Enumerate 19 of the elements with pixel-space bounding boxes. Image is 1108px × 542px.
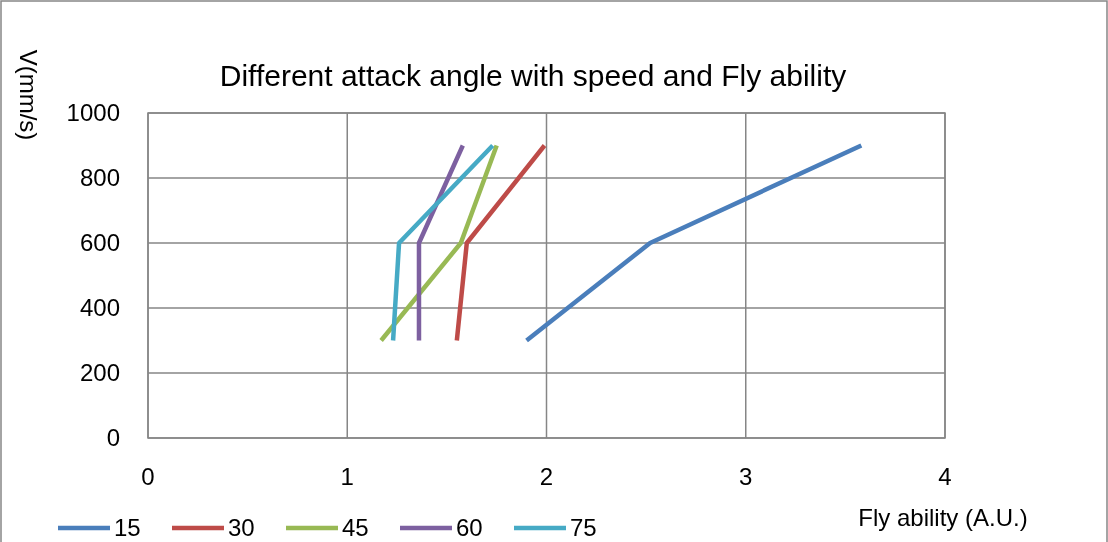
legend-label: 30 <box>228 514 255 542</box>
x-tick-label: 4 <box>938 463 952 490</box>
x-tick-label: 0 <box>141 463 155 490</box>
y-tick-label: 400 <box>79 294 120 322</box>
legend-label: 75 <box>570 514 597 542</box>
x-tick-label: 1 <box>340 463 354 490</box>
y-tick-label: 800 <box>79 164 120 192</box>
legend-label: 15 <box>114 514 141 542</box>
legend-label: 45 <box>342 514 369 542</box>
y-tick-label: 0 <box>106 424 120 452</box>
legend-label: 60 <box>456 514 483 542</box>
y-tick-label: 1000 <box>66 99 120 127</box>
y-axis-title: V(mm/s) <box>14 49 42 141</box>
chart-title: Different attack angle with speed and Fly ability <box>219 59 847 92</box>
x-tick-label: 3 <box>739 463 753 490</box>
x-axis-title: Fly ability (A.U.) <box>858 504 1028 531</box>
y-tick-label: 200 <box>79 359 120 387</box>
y-tick-label: 600 <box>79 229 120 257</box>
x-tick-label: 2 <box>539 463 554 490</box>
